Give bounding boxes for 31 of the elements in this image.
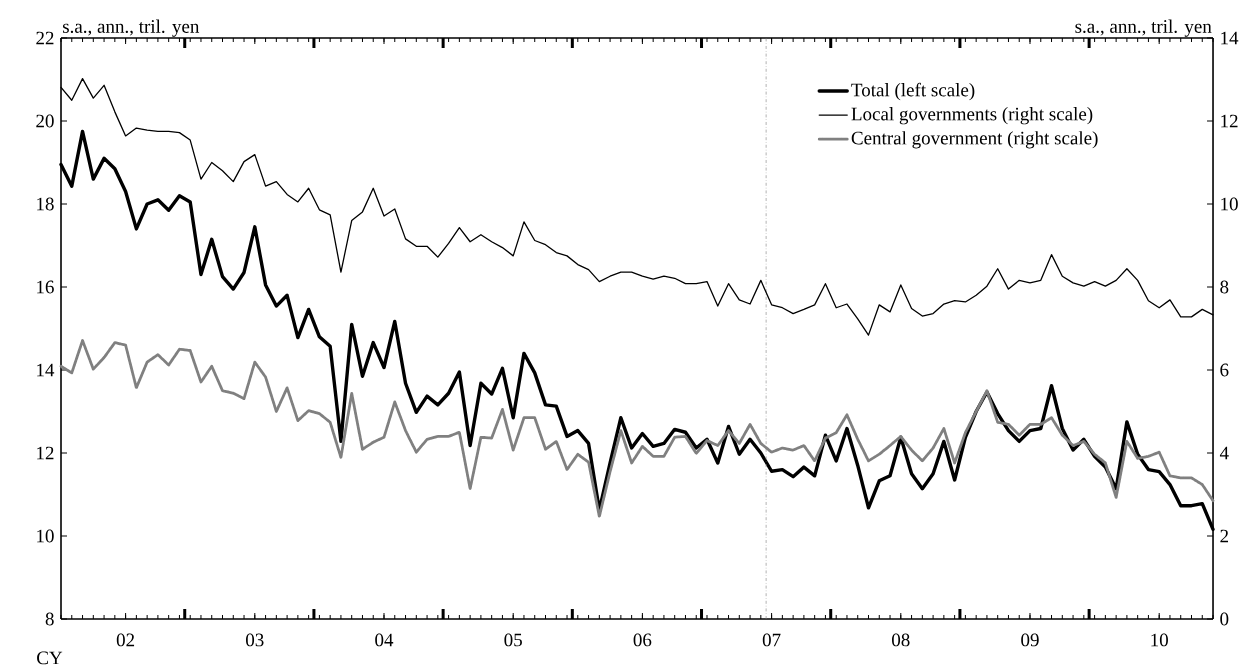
y2-tick-label: 2: [1220, 529, 1229, 543]
x-tick-label: 03: [246, 633, 264, 647]
legend-label: Total (left scale): [851, 82, 975, 101]
legend-label: Central government (right scale): [851, 131, 1098, 149]
y2-tick-label: 12: [1221, 114, 1238, 128]
y-tick-label: 14: [37, 363, 55, 377]
y-tick-label: 18: [37, 197, 54, 211]
x-tick-label: 02: [116, 633, 135, 647]
y-tick-label: 8: [45, 612, 54, 626]
x-tick-label: 07: [762, 633, 781, 647]
x-axis-title: CY: [37, 651, 63, 665]
x-tick-label: 09: [1021, 633, 1039, 647]
x-tick-label: 08: [892, 633, 910, 647]
y-tick-label: 10: [37, 529, 54, 543]
y-tick-label: 20: [36, 114, 54, 128]
x-tick-label: 10: [1151, 633, 1168, 647]
y2-tick-label: 8: [1220, 280, 1229, 294]
x-tick-label: 04: [375, 633, 394, 647]
y2-tick-label: 0: [1220, 612, 1229, 626]
x-tick-label: 06: [633, 633, 652, 647]
y2-tick-label: 6: [1220, 363, 1229, 377]
x-tick-label: 05: [504, 633, 522, 647]
y-tick-label: 22: [36, 31, 54, 45]
y-axis-title: s.a., ann., tril. yen: [62, 19, 200, 37]
legend-label: Local governments (right scale): [851, 107, 1093, 125]
y2-axis-title: s.a., ann., tril. yen: [1075, 19, 1212, 37]
y-tick-label: 16: [37, 280, 54, 294]
y-tick-label: 12: [37, 446, 54, 460]
y2-tick-label: 10: [1221, 197, 1238, 211]
y2-tick-label: 4: [1219, 446, 1229, 460]
y2-tick-label: 14: [1221, 31, 1239, 45]
